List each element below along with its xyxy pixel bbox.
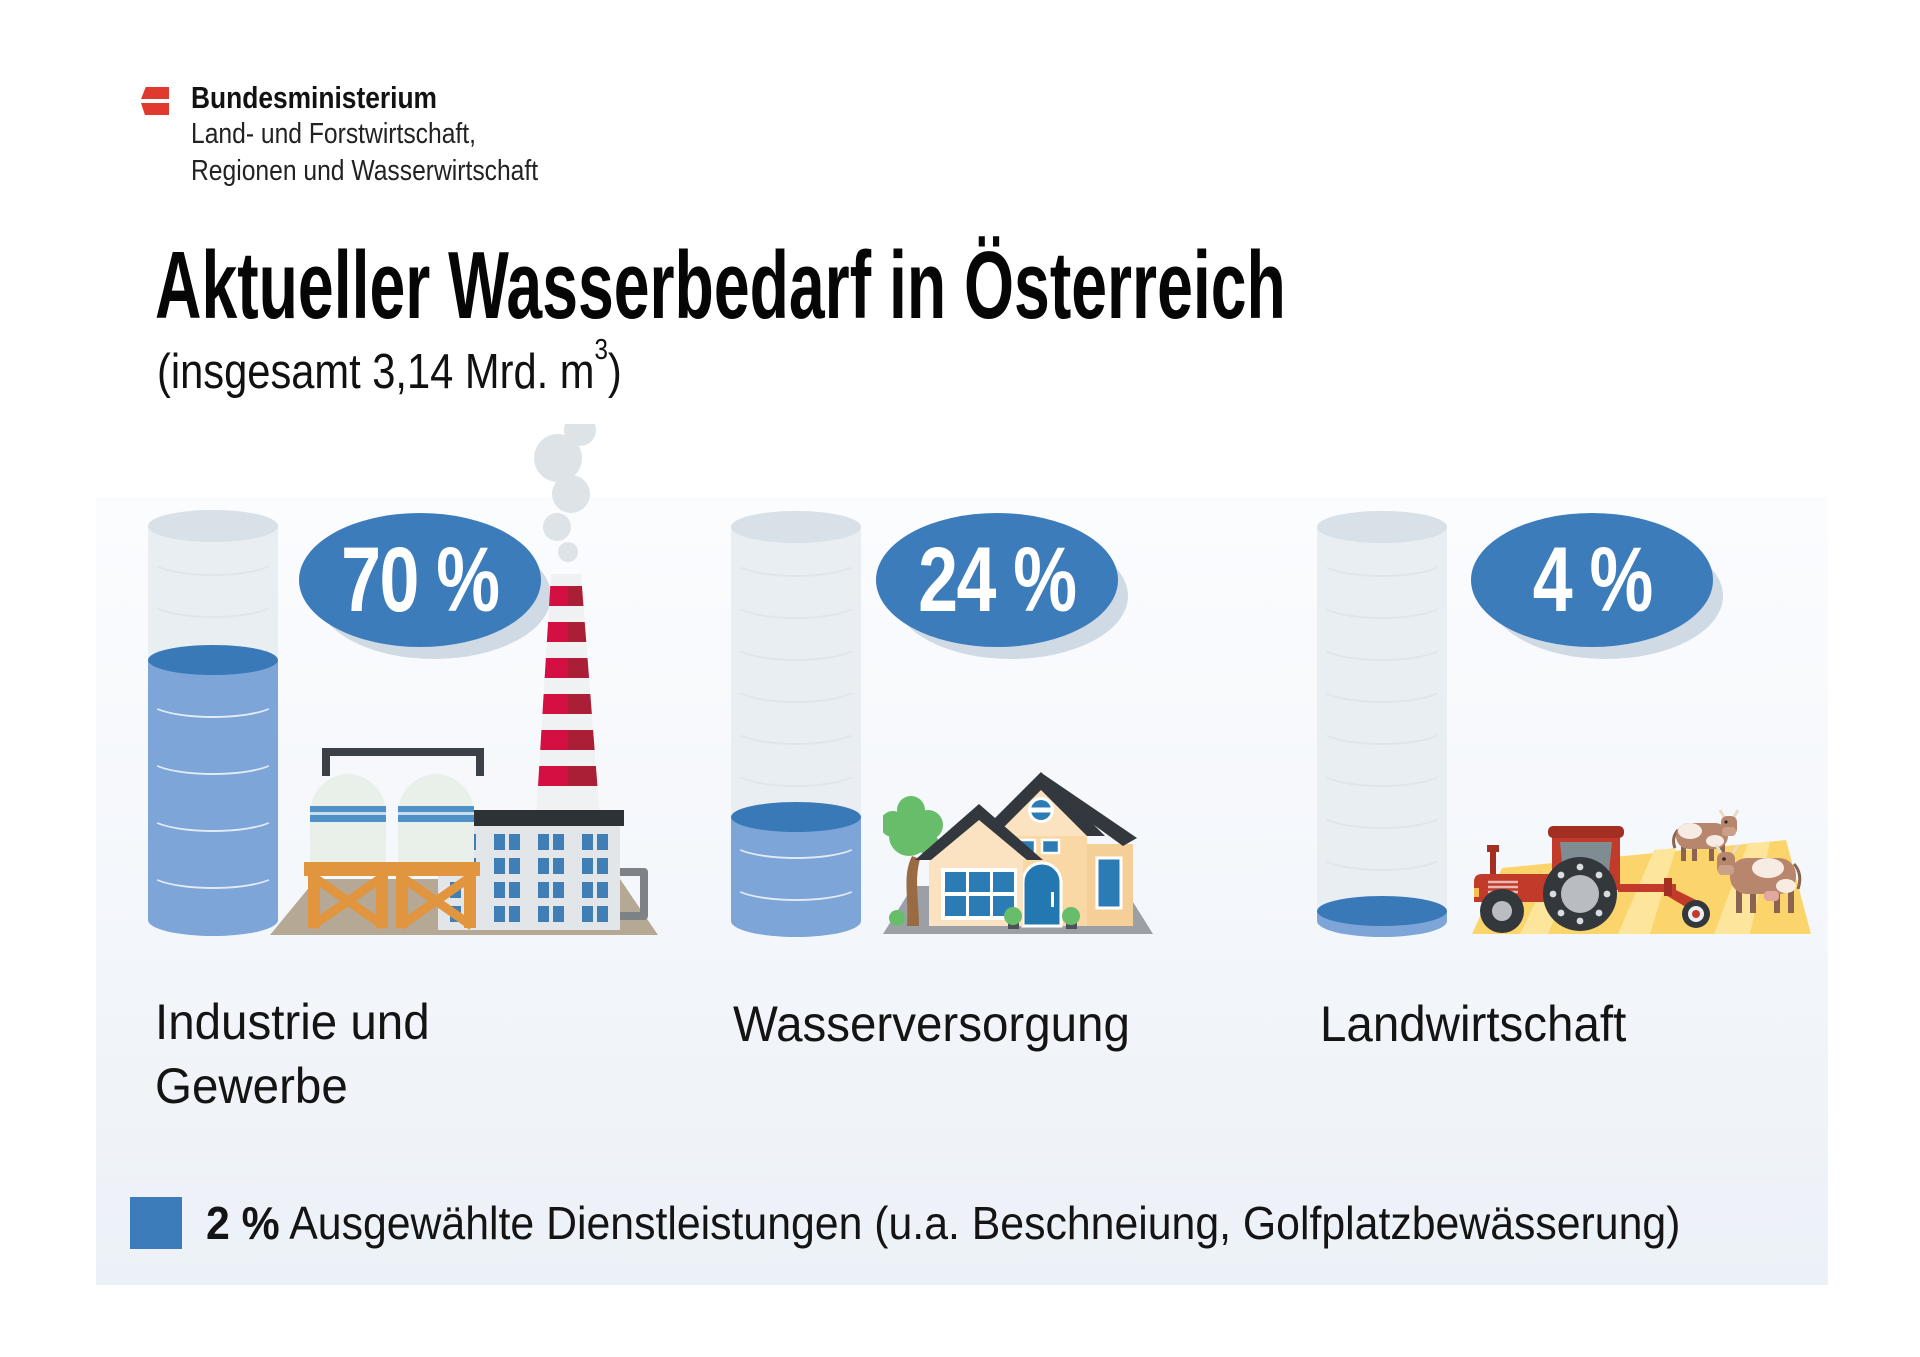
factory-pipe bbox=[614, 868, 648, 920]
water-fill-4 bbox=[1317, 896, 1447, 937]
storage-tanks bbox=[310, 774, 474, 869]
cylinder-wasserversorgung bbox=[731, 511, 861, 937]
tank-connector-pipe bbox=[322, 748, 484, 776]
round-window-icon bbox=[1028, 797, 1054, 823]
ministry-logo: Bundesministerium Land- und Forstwirtsch… bbox=[141, 80, 599, 190]
smoke-icon bbox=[534, 424, 596, 562]
tractor-icon bbox=[1474, 826, 1710, 933]
cylinder-landwirtschaft bbox=[1317, 511, 1447, 937]
ministry-dept-line2: Regionen und Wasserwirtschaft bbox=[191, 155, 539, 187]
tank-stand-frames bbox=[304, 862, 480, 928]
label-industrie-gewerbe: Industrie und Gewerbe bbox=[155, 994, 430, 1114]
house-right-roof bbox=[1043, 774, 1137, 846]
farm-illustration bbox=[1472, 809, 1811, 934]
flag-bar-top bbox=[141, 87, 169, 99]
legend: 2 % Ausgewählte Dienstleistungen (u.a. B… bbox=[130, 1196, 1791, 1250]
flag-bar-bottom bbox=[141, 103, 169, 115]
tank-stands bbox=[309, 872, 475, 930]
bushes bbox=[1004, 907, 1080, 929]
cylinder-glass-top bbox=[731, 511, 861, 543]
cylinder-glass-top bbox=[1317, 511, 1447, 543]
label-wasserversorgung: Wasserversorgung bbox=[733, 996, 1130, 1052]
badge-landwirtschaft-percent: 4 % bbox=[1471, 513, 1713, 647]
austria-flag-icon bbox=[141, 87, 169, 116]
water-fill-70 bbox=[148, 645, 278, 936]
legend-text: 2 % Ausgewählte Dienstleistungen (u.a. B… bbox=[206, 1197, 1681, 1249]
ministry-text: Bundesministerium Land- und Forstwirtsch… bbox=[191, 80, 599, 190]
factory-illustration bbox=[270, 424, 658, 935]
cylinder-glass-top bbox=[148, 510, 278, 542]
cylinder-glass bbox=[1317, 511, 1447, 937]
water-surface bbox=[148, 645, 278, 675]
legend-color-swatch bbox=[130, 1197, 182, 1249]
cylinder-industrie-gewerbe bbox=[148, 510, 278, 936]
page-title: Aktueller Wasserbedarf in Österreich bbox=[155, 232, 1286, 339]
house-illustration bbox=[883, 772, 1153, 934]
water-fill-24 bbox=[731, 802, 861, 937]
badge-industrie-percent: 70 % bbox=[299, 513, 541, 647]
label-landwirtschaft: Landwirtschaft bbox=[1320, 996, 1627, 1052]
chimney-icon bbox=[536, 574, 600, 819]
ministry-dept-line1: Land- und Forstwirtschaft, bbox=[191, 118, 476, 150]
page-subtitle: (insgesamt 3,14 Mrd. m3) bbox=[157, 333, 622, 399]
cow-big-icon bbox=[1714, 844, 1802, 913]
front-door bbox=[1021, 861, 1063, 928]
badge-wasserversorgung-percent: 24 % bbox=[876, 513, 1118, 647]
water-surface bbox=[1317, 896, 1447, 926]
ministry-name: Bundesministerium bbox=[191, 80, 437, 115]
superscript-3: 3 bbox=[594, 333, 608, 366]
